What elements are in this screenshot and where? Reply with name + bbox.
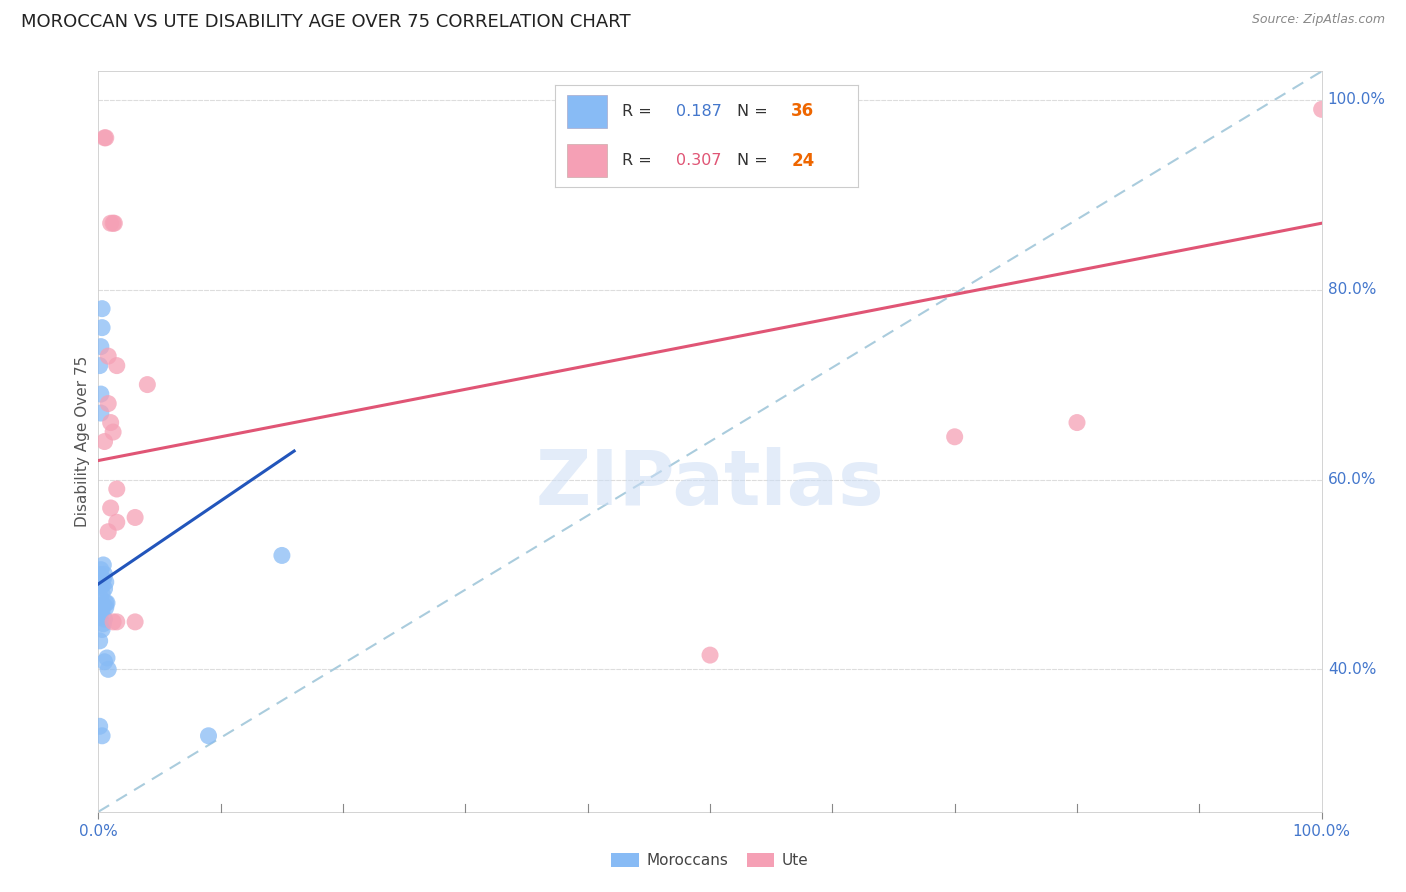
- Point: [90, 387, 112, 401]
- Point: [89, 719, 111, 733]
- Point: [89, 633, 111, 648]
- Point: [699, 648, 721, 662]
- Y-axis label: Disability Age Over 75: Disability Age Over 75: [75, 356, 90, 527]
- Point: [91, 579, 114, 593]
- Text: 60.0%: 60.0%: [1327, 472, 1376, 487]
- Point: [91, 623, 114, 637]
- Point: [91, 572, 114, 586]
- FancyBboxPatch shape: [568, 145, 607, 177]
- Text: 40.0%: 40.0%: [1327, 662, 1376, 677]
- Point: [1066, 416, 1088, 430]
- Point: [270, 549, 294, 563]
- Point: [89, 610, 111, 624]
- Point: [100, 216, 122, 230]
- Point: [91, 729, 114, 743]
- Point: [90, 406, 112, 420]
- Text: 0.187: 0.187: [676, 103, 723, 119]
- Point: [91, 603, 114, 617]
- Text: 24: 24: [792, 152, 814, 169]
- Point: [197, 729, 219, 743]
- Text: ZIPatlas: ZIPatlas: [536, 447, 884, 521]
- Point: [89, 359, 111, 373]
- Point: [97, 349, 120, 363]
- Point: [97, 524, 120, 539]
- Point: [90, 591, 112, 606]
- Point: [91, 572, 114, 586]
- Text: 36: 36: [792, 103, 814, 120]
- Point: [101, 615, 124, 629]
- Point: [90, 577, 112, 591]
- Point: [93, 434, 115, 449]
- Point: [89, 567, 111, 582]
- Point: [97, 662, 120, 676]
- Text: 80.0%: 80.0%: [1327, 282, 1376, 297]
- Point: [105, 615, 128, 629]
- Text: MOROCCAN VS UTE DISABILITY AGE OVER 75 CORRELATION CHART: MOROCCAN VS UTE DISABILITY AGE OVER 75 C…: [21, 13, 631, 31]
- Point: [93, 655, 115, 669]
- Point: [94, 596, 117, 610]
- Point: [136, 377, 159, 392]
- Text: 0.307: 0.307: [676, 153, 721, 169]
- Point: [100, 416, 122, 430]
- Point: [90, 606, 112, 620]
- Point: [101, 425, 124, 439]
- Point: [91, 586, 114, 600]
- Point: [91, 558, 114, 572]
- Text: R =: R =: [621, 153, 657, 169]
- Text: 100.0%: 100.0%: [1327, 93, 1386, 107]
- Point: [90, 340, 112, 354]
- Point: [93, 567, 115, 582]
- Point: [96, 596, 118, 610]
- Legend: Moroccans, Ute: Moroccans, Ute: [606, 847, 814, 874]
- Point: [105, 482, 128, 496]
- Point: [94, 600, 117, 615]
- Point: [91, 320, 114, 334]
- Text: N =: N =: [737, 103, 773, 119]
- Point: [124, 510, 146, 524]
- FancyBboxPatch shape: [568, 95, 607, 128]
- Point: [93, 612, 115, 626]
- Point: [124, 615, 146, 629]
- Point: [94, 574, 117, 589]
- Point: [91, 301, 114, 316]
- Point: [97, 396, 120, 410]
- Point: [100, 500, 122, 515]
- Point: [91, 598, 114, 612]
- Point: [90, 563, 112, 577]
- Text: Source: ZipAtlas.com: Source: ZipAtlas.com: [1251, 13, 1385, 27]
- Point: [96, 651, 118, 665]
- Point: [103, 216, 125, 230]
- Point: [93, 130, 115, 145]
- Text: N =: N =: [737, 153, 773, 169]
- Point: [94, 130, 117, 145]
- Point: [105, 515, 128, 529]
- Point: [105, 359, 128, 373]
- Point: [101, 216, 124, 230]
- Point: [93, 582, 115, 596]
- Point: [943, 430, 966, 444]
- Point: [1310, 103, 1333, 117]
- Text: R =: R =: [621, 103, 657, 119]
- Point: [91, 616, 114, 631]
